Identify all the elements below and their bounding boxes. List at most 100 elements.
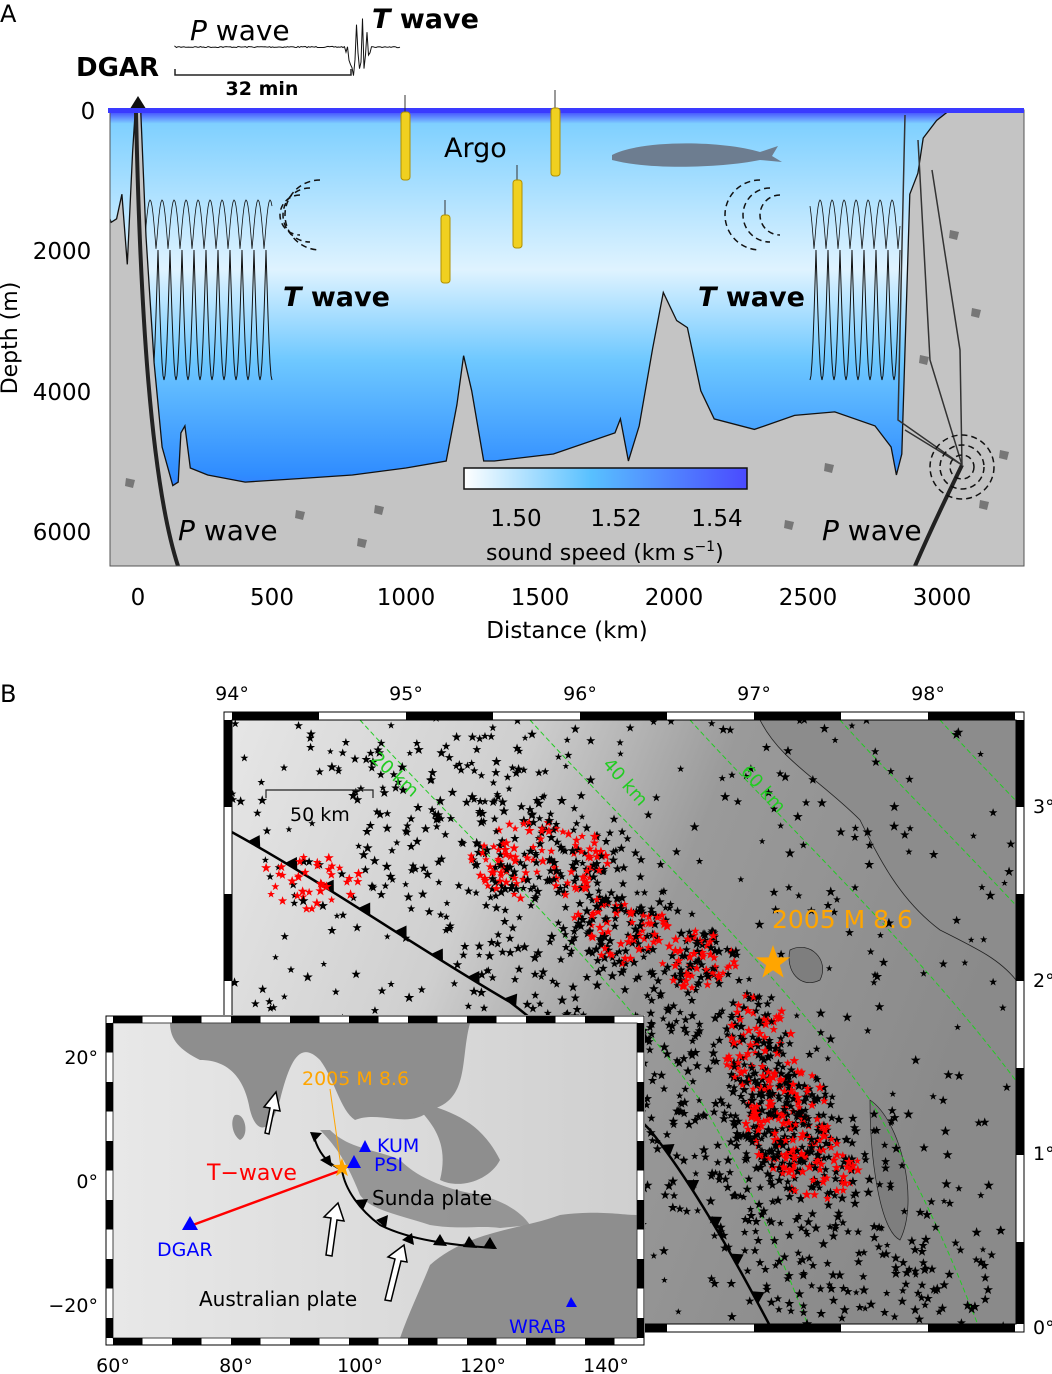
rock: [784, 520, 794, 530]
coastline: [759, 720, 1016, 981]
t-rest: wave: [301, 282, 389, 313]
y-tick-label: 0: [81, 99, 96, 125]
lon-tick-label: 96°: [563, 683, 597, 705]
y-tick-label: 4000: [33, 380, 92, 406]
earthquake-star: [894, 1335, 904, 1344]
colorbar: 1.50 1.52 1.54 sound speed (km s−1): [463, 467, 748, 566]
lon-tick-label: 98°: [911, 683, 945, 705]
frame-tick: [1016, 894, 1024, 981]
frame-tick: [406, 712, 493, 720]
argo-float: [440, 200, 451, 284]
earthquake-star: [785, 1347, 794, 1356]
frame-tick: [1016, 1242, 1024, 1324]
frame-tick: [526, 1338, 556, 1345]
contour-line: [359, 720, 809, 1324]
frame-tick: [637, 1200, 644, 1230]
arrow-icon: [322, 1201, 346, 1257]
lat-tick-label: 3°: [1033, 796, 1052, 818]
earthquake-star: [885, 1356, 895, 1365]
argo-floats: [400, 90, 561, 284]
seismogram-trace: [174, 18, 401, 76]
frame-tick: [1016, 1068, 1024, 1155]
colorbar-tick: 1.54: [691, 506, 742, 532]
rock-fragments: [125, 230, 1009, 548]
t-wave-trace: [139, 199, 273, 249]
trench-tooth: [394, 925, 407, 939]
x-tick-label: 1000: [377, 585, 436, 611]
x-tick-label: 500: [250, 585, 294, 611]
rock: [919, 355, 929, 365]
t-rest: wave: [390, 4, 478, 35]
colorbar-tick: 1.50: [490, 506, 541, 532]
earthquake-star: [819, 1331, 829, 1340]
rock: [999, 450, 1009, 460]
station-label-psi: PSI: [374, 1154, 403, 1176]
x-tick-label: 2000: [645, 585, 704, 611]
t-italic: T: [372, 4, 393, 35]
frame-tick: [526, 1016, 556, 1023]
earthquake-star: [879, 1335, 889, 1345]
frame-tick: [290, 1016, 320, 1023]
inset-map: 2005 M 8.6 T−wave KUM PSI DGAR WRAB Sund…: [48, 1015, 645, 1374]
station-label-wrab: WRAB: [509, 1316, 566, 1338]
seafloor: [110, 110, 1024, 566]
rock: [125, 478, 135, 488]
rock: [824, 463, 834, 473]
lat-tick-label: 1°: [1033, 1143, 1052, 1165]
frame-tick: [106, 1200, 113, 1230]
earthquake-star: [876, 1347, 885, 1356]
lon-tick-label: 94°: [215, 683, 249, 705]
stations: KUM PSI DGAR WRAB: [157, 1135, 577, 1338]
sea-surface: [108, 108, 1024, 113]
y-axis-label: Depth (m): [0, 282, 23, 395]
rock: [971, 308, 981, 318]
frame-tick: [349, 1016, 379, 1023]
scale-label: 32 min: [226, 78, 299, 100]
inset-lon-tick: 100°: [337, 1355, 383, 1374]
inset-frame-ticks: [105, 1015, 645, 1346]
lat-tick-label: 2°: [1033, 970, 1052, 992]
frame-tick: [637, 1082, 644, 1112]
earthquake-star: [908, 1332, 917, 1340]
trench-tooth: [751, 1291, 765, 1304]
x-tick-label: 2500: [779, 585, 838, 611]
frame-tick: [106, 1082, 113, 1112]
whale-icon: [612, 143, 782, 167]
p-wave-label-right: P wave: [822, 514, 922, 547]
event-leader-line: [329, 1088, 342, 1168]
frame-tick: [106, 1318, 113, 1338]
argo-label: Argo: [444, 133, 507, 164]
trench-tooth: [248, 835, 261, 849]
rock: [374, 505, 384, 515]
lat-tick-label: 0°: [1033, 1317, 1052, 1339]
frame-tick: [754, 712, 841, 720]
inset-lon-tick: 140°: [583, 1355, 629, 1374]
station-triangle-dgar: [182, 1216, 198, 1230]
x-tick-label: 1500: [511, 585, 570, 611]
lon-tick-label: 97°: [737, 683, 771, 705]
t-italic: T: [698, 282, 719, 313]
frame-tick: [106, 1023, 113, 1053]
p-wave-path-right: [913, 464, 964, 566]
contour-line: [839, 720, 1016, 907]
station-label-kum: KUM: [377, 1135, 419, 1157]
t-wave-trace: [809, 199, 901, 249]
station-triangle-psi: [347, 1155, 361, 1168]
earthquake-star: [847, 1343, 856, 1351]
scale-bar-label: 50 km: [290, 804, 350, 826]
scale-bar: 50 km: [265, 789, 374, 826]
p-wave-label-left: P wave: [178, 514, 278, 547]
inset-event-label: 2005 M 8.6: [302, 1068, 409, 1090]
plate-motion-arrows: [262, 1090, 408, 1302]
islands: [788, 947, 909, 1241]
frame-tick: [113, 1338, 143, 1345]
p-italic: P: [190, 14, 207, 47]
p-wave-path-left: [134, 111, 180, 566]
frame-tick: [928, 1324, 1015, 1332]
trench-tooth: [358, 902, 371, 916]
frame-tick: [585, 1338, 615, 1345]
t-wave-label: T−wave: [206, 1161, 297, 1186]
p-rest: wave: [195, 514, 278, 547]
t-wave-label-right: T wave: [698, 282, 805, 313]
t-rest: wave: [716, 282, 804, 313]
